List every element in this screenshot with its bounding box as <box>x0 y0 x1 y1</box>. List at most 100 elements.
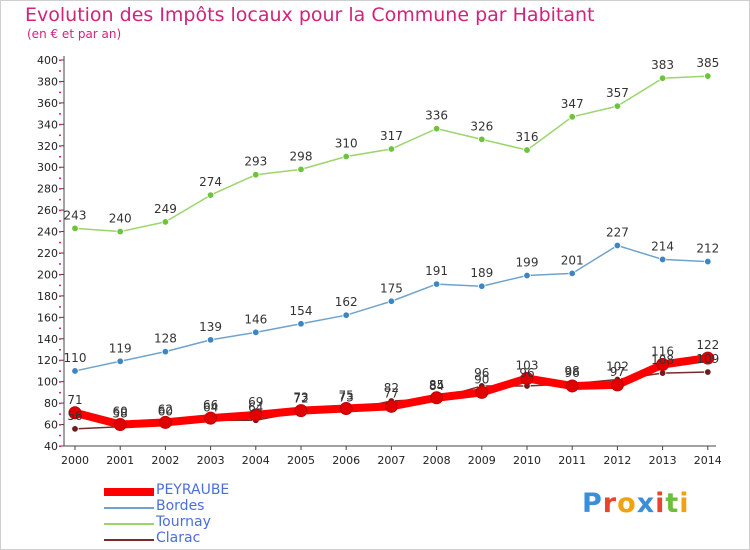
y-minor-tick <box>59 402 61 405</box>
y-tick-label: 260 <box>37 204 58 217</box>
y-minor-tick <box>59 273 61 276</box>
data-point-bordes <box>568 269 576 278</box>
data-label-tournay: 274 <box>199 175 222 189</box>
y-minor-tick <box>59 359 61 362</box>
data-point-peyraube <box>113 418 127 432</box>
data-point-bordes <box>297 320 305 328</box>
data-label-peyraube: 122 <box>696 338 719 352</box>
y-minor-tick <box>59 381 61 383</box>
data-point-peyraube <box>430 391 444 405</box>
data-point-bordes <box>342 311 350 319</box>
y-minor-tick <box>59 316 61 319</box>
x-tick-label: 2013 <box>649 454 677 467</box>
x-tick-label: 2000 <box>61 454 89 467</box>
data-label-bordes: 146 <box>244 312 267 326</box>
y-minor-tick <box>59 188 61 190</box>
y-tick-label: 380 <box>37 75 58 88</box>
logo-letter: i <box>679 488 690 519</box>
legend-label: Clarac <box>156 530 201 546</box>
logo-letter: t <box>665 488 680 519</box>
y-tick-label: 160 <box>37 311 58 324</box>
data-point-bordes <box>523 271 531 280</box>
y-tick-label: 60 <box>44 419 58 432</box>
data-label-bordes: 191 <box>425 264 448 278</box>
y-minor-tick <box>59 123 61 126</box>
data-label-clarac: 109 <box>696 352 719 366</box>
data-labels: 243 240 249 274 293 298 310 317 336 326 316 347 357 3… <box>64 56 720 423</box>
y-tick-label: 360 <box>37 97 58 110</box>
x-tick-label: 2008 <box>423 454 451 467</box>
y-tick-label: 180 <box>37 290 58 303</box>
data-point-clarac <box>71 425 79 433</box>
x-tick-label: 2011 <box>558 454 586 467</box>
legend-swatch <box>104 523 154 525</box>
data-point-tournay <box>161 218 170 226</box>
y-minor-tick <box>59 434 61 437</box>
data-point-tournay <box>704 72 712 80</box>
data-point-tournay <box>613 102 622 110</box>
logo-letter: r <box>602 488 618 519</box>
data-point-tournay <box>297 165 305 174</box>
y-minor-tick <box>59 295 61 297</box>
data-point-tournay <box>387 145 396 153</box>
data-point-bordes <box>704 257 712 266</box>
y-minor-tick <box>59 80 61 83</box>
data-label-bordes: 110 <box>64 351 87 365</box>
data-point-peyraube <box>204 411 218 425</box>
data-label-clarac: 56 <box>67 409 82 423</box>
data-point-tournay <box>523 146 531 154</box>
proxiti-logo: Proxiti <box>582 488 690 519</box>
data-label-tournay: 243 <box>64 208 87 222</box>
legend-swatch <box>104 539 154 541</box>
data-point-tournay <box>478 135 486 144</box>
x-tick-label: 2010 <box>513 454 541 467</box>
data-label-bordes: 175 <box>380 281 403 295</box>
data-point-tournay <box>432 124 441 133</box>
data-label-clarac: 96 <box>474 366 489 380</box>
data-label-clarac: 60 <box>158 405 173 419</box>
y-minor-tick <box>59 91 61 94</box>
chart-title: Evolution des Impôts locaux pour la Comm… <box>25 4 595 26</box>
data-point-tournay <box>568 113 576 121</box>
y-minor-tick <box>59 413 61 415</box>
y-minor-tick <box>59 209 61 212</box>
data-label-peyraube: 103 <box>516 358 539 372</box>
data-label-peyraube: 73 <box>293 391 308 405</box>
data-label-peyraube: 75 <box>339 388 354 402</box>
data-point-tournay <box>206 191 215 199</box>
data-label-clarac: 58 <box>113 407 128 421</box>
y-minor-tick <box>59 370 61 372</box>
data-label-clarac: 84 <box>429 379 444 393</box>
data-point-bordes <box>387 297 396 305</box>
y-minor-tick <box>59 424 61 426</box>
data-label-bordes: 119 <box>109 341 132 355</box>
y-tick-label: 400 <box>37 54 58 67</box>
data-label-tournay: 298 <box>290 149 313 163</box>
data-label-tournay: 240 <box>109 212 132 226</box>
data-label-tournay: 249 <box>154 202 177 216</box>
data-label-peyraube: 60 <box>113 405 128 419</box>
data-label-peyraube: 85 <box>429 378 444 392</box>
data-label-clarac: 64 <box>248 400 263 414</box>
data-label-bordes: 199 <box>516 256 539 270</box>
y-tick-label: 200 <box>37 268 58 281</box>
data-point-peyraube <box>565 379 579 393</box>
y-tick-label: 340 <box>37 118 58 131</box>
logo-letter: i <box>655 488 666 519</box>
data-label-clarac: 82 <box>384 381 399 395</box>
data-label-bordes: 154 <box>290 304 313 318</box>
data-label-bordes: 128 <box>154 332 177 346</box>
data-label-peyraube: 116 <box>651 345 674 359</box>
logo-letter: o <box>617 488 637 519</box>
y-minor-tick <box>59 59 61 61</box>
legend-swatch <box>104 488 154 496</box>
data-point-peyraube <box>339 401 353 415</box>
data-point-peyraube <box>158 415 172 429</box>
legend-label: Bordes <box>156 498 205 514</box>
y-minor-tick <box>59 166 61 169</box>
data-label-peyraube: 77 <box>384 386 399 400</box>
axes: 40 60 80 100 120 140 160 180 200 220 240 260 280 300 3… <box>37 54 722 467</box>
data-point-peyraube <box>475 385 489 399</box>
y-tick-label: 140 <box>37 333 58 346</box>
